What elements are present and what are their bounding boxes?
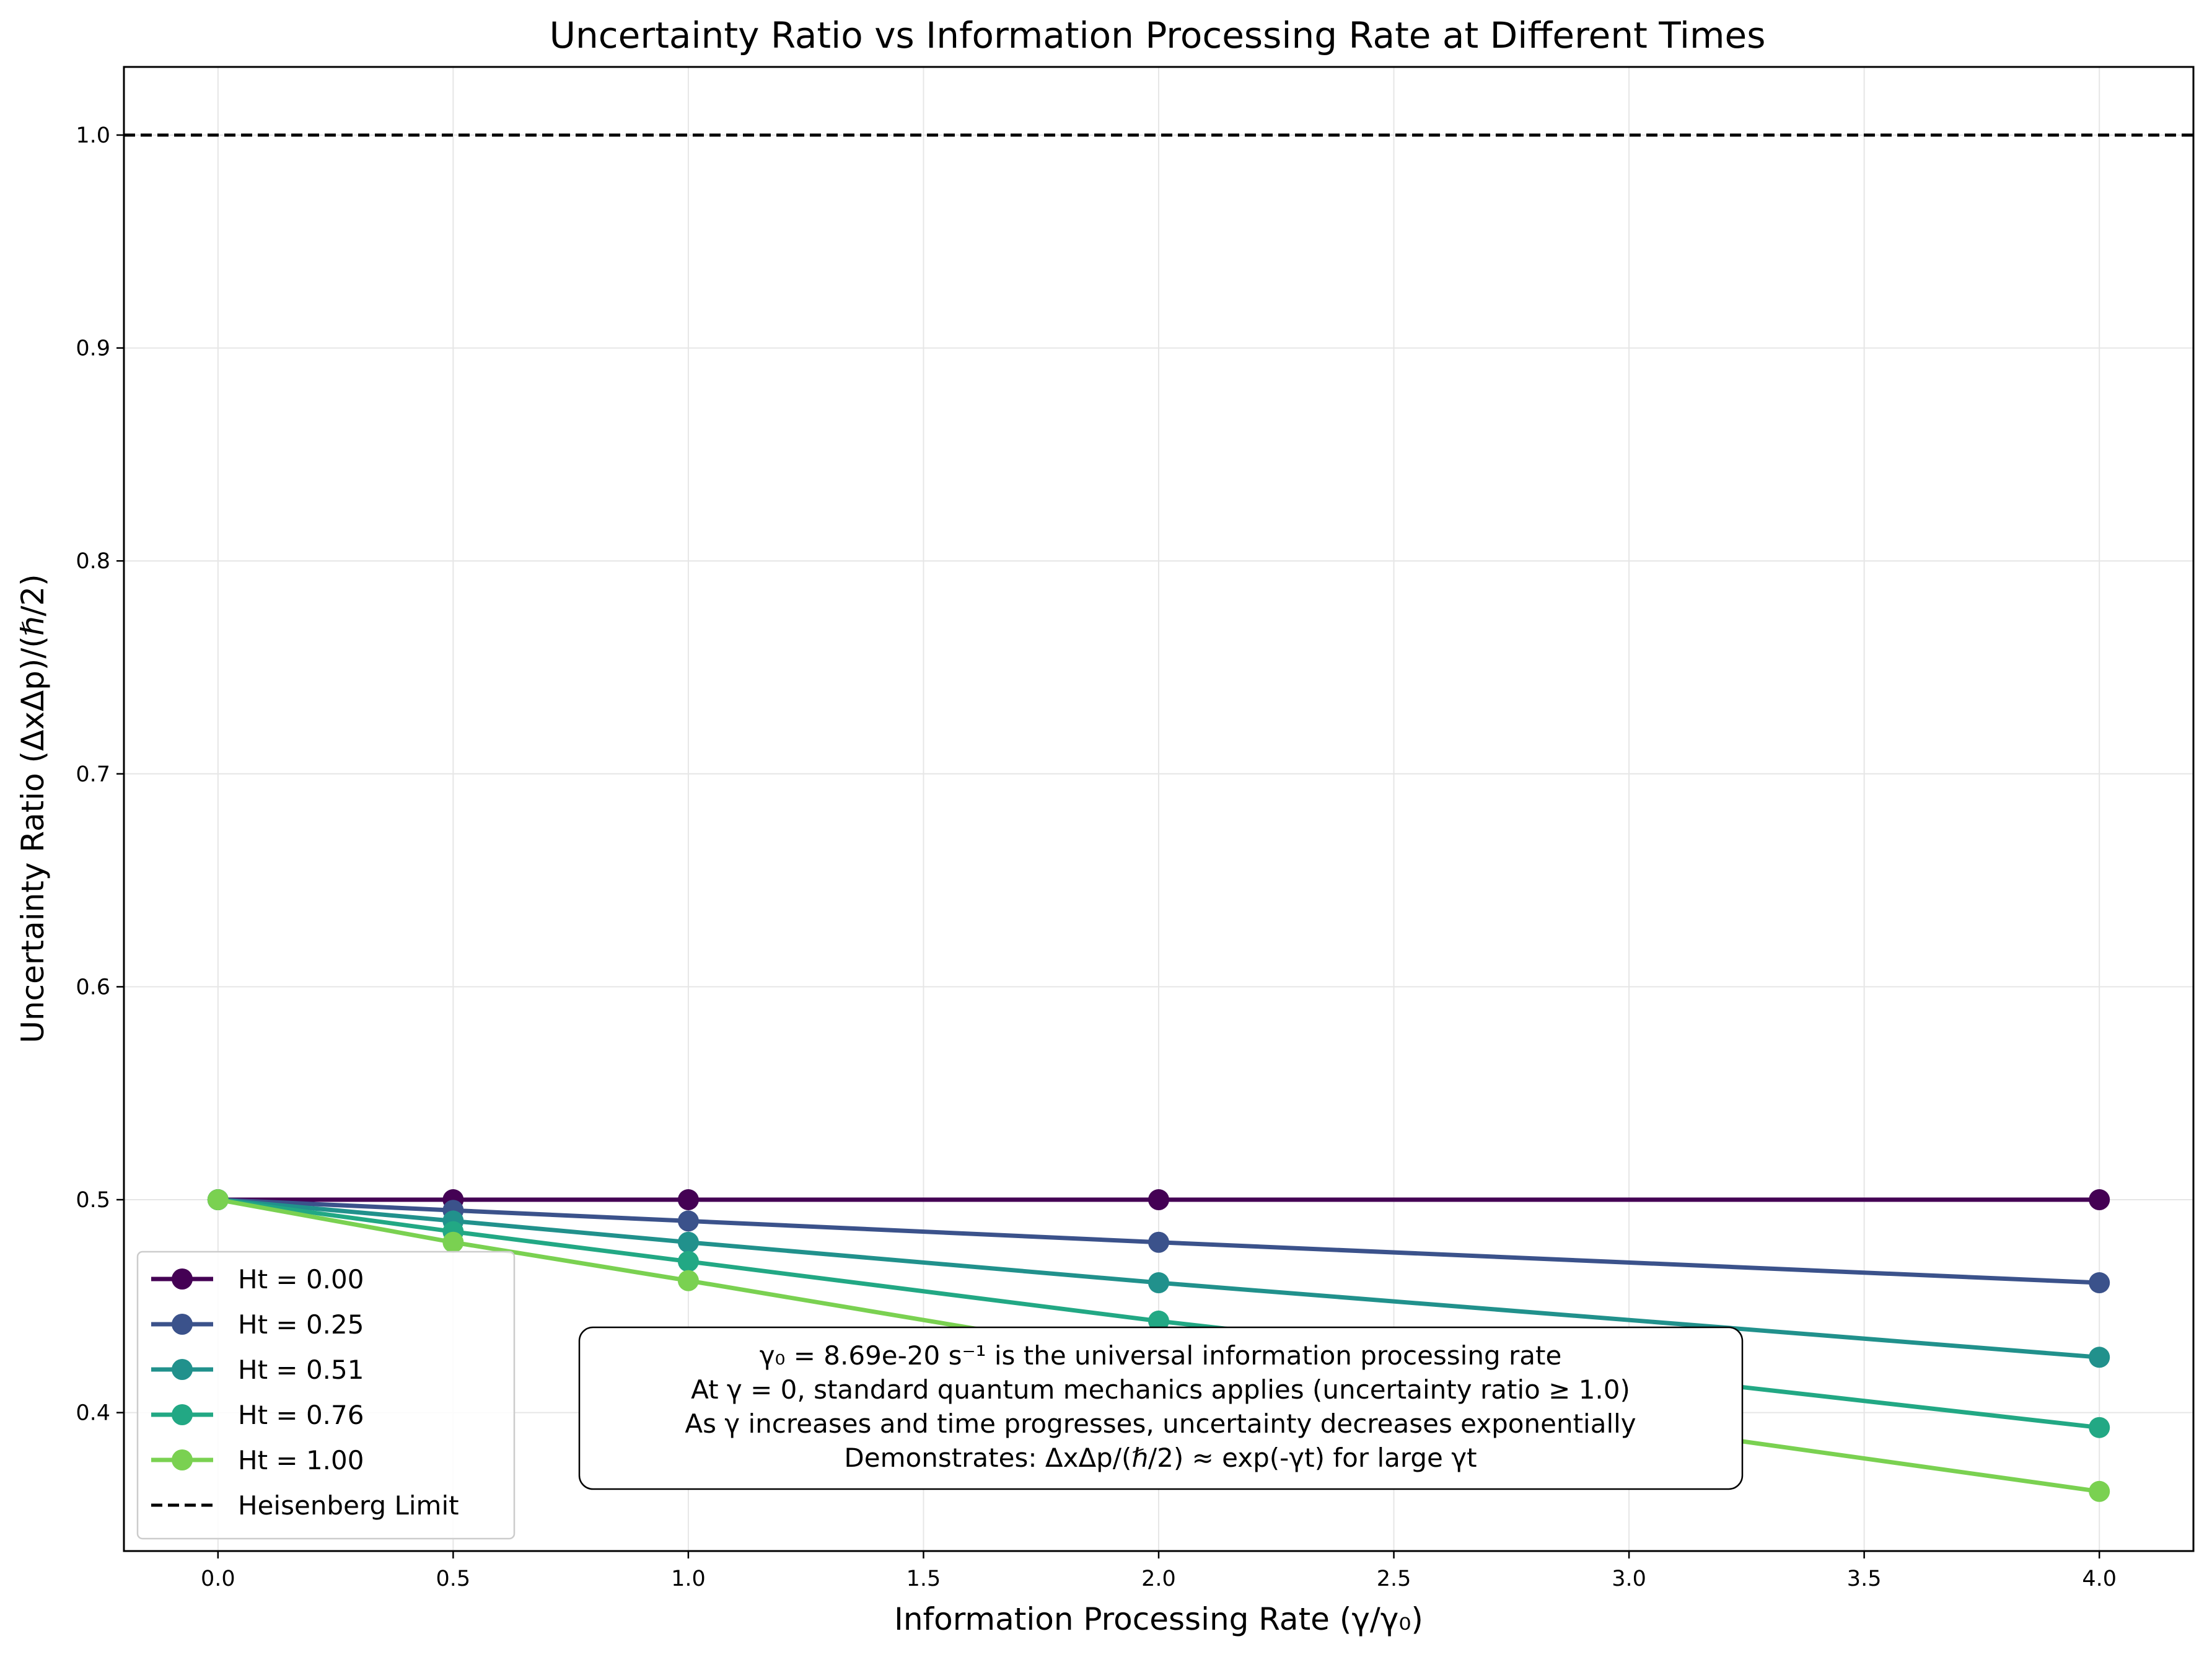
x-tick-label: 2.0 [1141, 1567, 1176, 1591]
legend-label: Ht = 0.76 [238, 1400, 364, 1430]
data-point [2089, 1347, 2110, 1368]
data-point [1148, 1310, 1169, 1332]
legend-entry: Heisenberg Limit [151, 1490, 459, 1521]
data-point [677, 1250, 699, 1272]
x-tick-label: 3.0 [1612, 1567, 1646, 1591]
chart-title: Uncertainty Ratio vs Information Process… [550, 14, 1766, 56]
data-point [677, 1231, 699, 1253]
y-tick-label: 0.6 [76, 975, 110, 1000]
x-tick-label: 1.0 [671, 1567, 706, 1591]
legend-entry: Ht = 1.00 [151, 1445, 364, 1475]
legend-swatch-marker [172, 1359, 193, 1380]
legend-swatch-marker [172, 1449, 193, 1470]
y-tick-label: 0.8 [76, 549, 110, 574]
legend-box [136, 1250, 516, 1540]
x-tick-label: 2.5 [1377, 1567, 1411, 1591]
y-tick-label: 0.4 [76, 1401, 110, 1426]
annotation-line: As γ increases and time progresses, unce… [685, 1409, 1636, 1439]
data-point [677, 1189, 699, 1211]
data-point [442, 1231, 464, 1253]
data-point [207, 1189, 229, 1211]
annotation-frame [578, 1326, 1744, 1490]
data-point [677, 1270, 699, 1291]
legend-entry: Ht = 0.25 [151, 1309, 364, 1340]
annotation-line: At γ = 0, standard quantum mechanics app… [691, 1374, 1630, 1405]
y-axis-label: Uncertainty Ratio (ΔxΔp)/(ℏ/2) [15, 574, 51, 1043]
legend-entry: Ht = 0.51 [151, 1355, 364, 1385]
annotation-line: γ₀ = 8.69e-20 s⁻¹ is the universal infor… [760, 1340, 1562, 1371]
legend: Ht = 0.00 Ht = 0.25 Ht = 0.51 Ht = 0.76 Ht =… [136, 1250, 516, 1540]
x-tick-label: 1.5 [906, 1567, 941, 1591]
y-tick-label: 1.0 [76, 123, 110, 148]
y-tick-label: 0.9 [76, 336, 110, 361]
y-tick-label: 0.5 [76, 1188, 110, 1213]
data-point [677, 1210, 699, 1232]
legend-swatch-marker [172, 1404, 193, 1425]
x-tick-label: 0.5 [436, 1567, 471, 1591]
data-point [2089, 1189, 2110, 1211]
x-tick-label: 0.0 [201, 1567, 235, 1591]
legend-swatch-marker [172, 1268, 193, 1290]
legend-entry: Ht = 0.00 [151, 1264, 364, 1294]
data-point [2089, 1480, 2110, 1502]
x-tick-label: 3.5 [1847, 1567, 1882, 1591]
data-point [1148, 1231, 1169, 1253]
legend-label: Ht = 0.51 [238, 1355, 364, 1385]
x-tick-label: 4.0 [2082, 1567, 2117, 1591]
y-tick-label: 0.7 [76, 762, 110, 787]
legend-entry: Ht = 0.76 [151, 1400, 364, 1430]
data-point [1148, 1189, 1169, 1211]
data-point [2089, 1417, 2110, 1438]
x-axis-label: Information Processing Rate (γ/γ₀) [894, 1601, 1423, 1637]
legend-label: Ht = 0.25 [238, 1309, 364, 1340]
data-point [2089, 1272, 2110, 1294]
legend-label: Ht = 0.00 [238, 1264, 364, 1294]
annotation-box: γ₀ = 8.69e-20 s⁻¹ is the universal infor… [578, 1326, 1744, 1490]
data-point [1148, 1272, 1169, 1294]
annotation-line: Demonstrates: ΔxΔp/(ℏ/2) ≈ exp(-γt) for … [844, 1443, 1477, 1473]
axis-ticks: 0.0 0.5 1.0 1.5 2.0 2.5 3.0 3.5 4.0 0.4 0.5 0.6 0.7 0… [76, 123, 2117, 1591]
series-group [207, 1189, 2110, 1502]
legend-label: Heisenberg Limit [238, 1490, 459, 1521]
legend-swatch-marker [172, 1314, 193, 1335]
legend-label: Ht = 1.00 [238, 1445, 364, 1475]
